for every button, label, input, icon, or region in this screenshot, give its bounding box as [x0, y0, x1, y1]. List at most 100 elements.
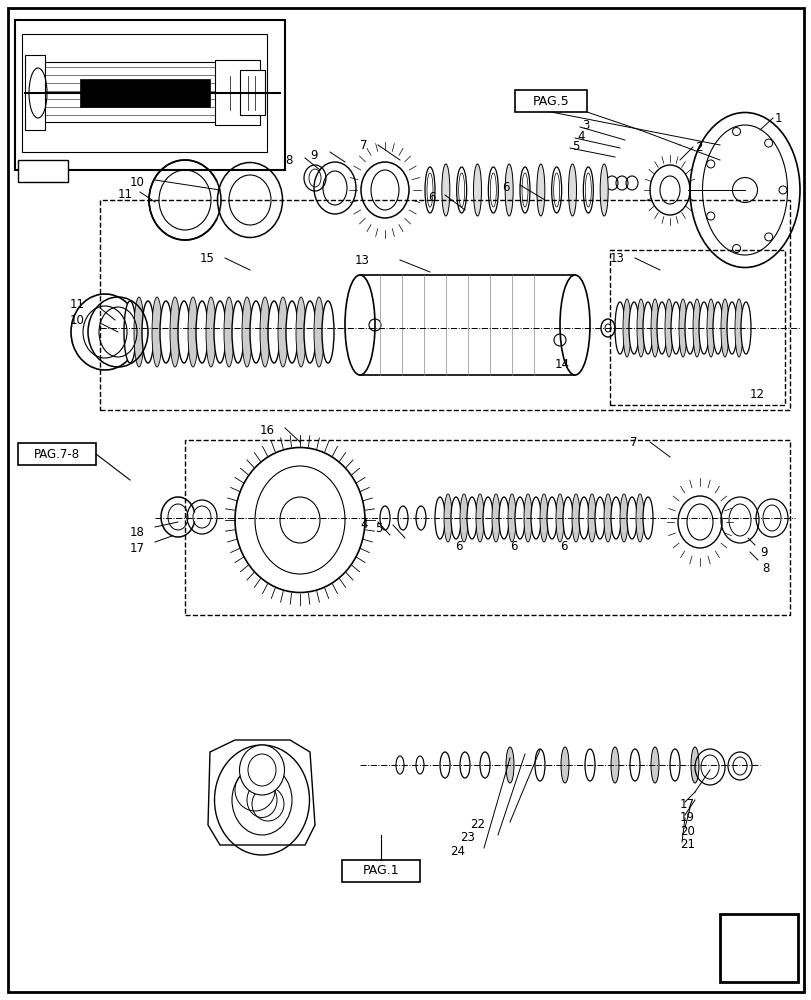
- Bar: [15, 20, 285, 170]
- Text: 7: 7: [629, 436, 637, 448]
- Ellipse shape: [603, 494, 611, 542]
- Ellipse shape: [610, 747, 618, 783]
- Ellipse shape: [397, 506, 407, 530]
- Ellipse shape: [692, 299, 700, 357]
- Text: 5: 5: [375, 522, 382, 534]
- Text: PAG.1: PAG.1: [363, 864, 399, 878]
- Ellipse shape: [303, 301, 315, 363]
- Ellipse shape: [441, 164, 449, 216]
- Text: 9: 9: [310, 149, 317, 162]
- Ellipse shape: [530, 497, 540, 539]
- Ellipse shape: [690, 747, 698, 783]
- Text: 6: 6: [454, 540, 462, 554]
- Ellipse shape: [490, 173, 496, 207]
- Bar: [185, 440, 789, 615]
- Text: 13: 13: [609, 251, 624, 264]
- Ellipse shape: [523, 494, 531, 542]
- Bar: [609, 250, 784, 405]
- Ellipse shape: [670, 302, 680, 354]
- Ellipse shape: [534, 749, 544, 781]
- Text: 9: 9: [759, 546, 766, 560]
- Ellipse shape: [684, 302, 694, 354]
- Ellipse shape: [458, 173, 464, 207]
- Polygon shape: [208, 740, 315, 845]
- Ellipse shape: [479, 752, 489, 778]
- Ellipse shape: [582, 167, 593, 213]
- Ellipse shape: [435, 497, 444, 539]
- Text: 6: 6: [509, 540, 517, 554]
- Ellipse shape: [521, 173, 527, 207]
- Ellipse shape: [585, 173, 590, 207]
- Bar: [719, 914, 797, 982]
- Ellipse shape: [568, 164, 576, 216]
- Ellipse shape: [195, 301, 208, 363]
- Ellipse shape: [415, 506, 426, 530]
- Text: 24: 24: [449, 845, 465, 858]
- Text: 8: 8: [285, 154, 292, 167]
- Ellipse shape: [629, 302, 638, 354]
- Ellipse shape: [584, 749, 594, 781]
- Ellipse shape: [578, 497, 588, 539]
- Ellipse shape: [124, 301, 135, 363]
- Ellipse shape: [214, 301, 225, 363]
- Text: 6: 6: [427, 191, 435, 204]
- Text: 6: 6: [560, 540, 567, 554]
- Ellipse shape: [466, 497, 476, 539]
- Ellipse shape: [556, 494, 564, 542]
- Ellipse shape: [642, 302, 652, 354]
- Ellipse shape: [396, 756, 404, 774]
- Ellipse shape: [499, 497, 508, 539]
- Bar: [18, 160, 68, 182]
- Ellipse shape: [614, 302, 624, 354]
- Ellipse shape: [629, 749, 639, 781]
- Ellipse shape: [587, 494, 595, 542]
- Ellipse shape: [669, 749, 679, 781]
- Ellipse shape: [553, 173, 559, 207]
- Ellipse shape: [636, 299, 644, 357]
- Ellipse shape: [664, 299, 672, 357]
- Text: 8: 8: [761, 562, 769, 574]
- Ellipse shape: [734, 299, 742, 357]
- Ellipse shape: [519, 167, 530, 213]
- Ellipse shape: [239, 745, 284, 795]
- Text: 18: 18: [130, 526, 144, 538]
- Ellipse shape: [475, 494, 483, 542]
- Text: 23: 23: [460, 831, 474, 844]
- Bar: [80, 79, 210, 107]
- Ellipse shape: [322, 301, 333, 363]
- Ellipse shape: [460, 752, 470, 778]
- Text: PAG.5: PAG.5: [532, 95, 569, 108]
- Bar: [514, 90, 586, 112]
- Text: 3: 3: [581, 119, 589, 132]
- Text: 15: 15: [200, 251, 215, 264]
- Text: 1: 1: [774, 112, 782, 125]
- Ellipse shape: [560, 747, 569, 783]
- Text: 22: 22: [470, 818, 484, 831]
- Bar: [25, 55, 45, 130]
- Ellipse shape: [440, 752, 449, 778]
- Text: 12: 12: [749, 388, 764, 401]
- Ellipse shape: [620, 494, 627, 542]
- Ellipse shape: [296, 297, 306, 367]
- Text: 11: 11: [70, 298, 85, 312]
- Ellipse shape: [380, 506, 389, 530]
- Bar: [341, 860, 419, 882]
- Ellipse shape: [268, 301, 280, 363]
- Ellipse shape: [285, 301, 298, 363]
- Ellipse shape: [712, 302, 722, 354]
- Ellipse shape: [650, 299, 659, 357]
- Ellipse shape: [206, 297, 216, 367]
- Ellipse shape: [536, 164, 544, 216]
- Text: 19: 19: [679, 811, 694, 824]
- Ellipse shape: [594, 497, 604, 539]
- Ellipse shape: [232, 301, 243, 363]
- Text: 20: 20: [679, 825, 694, 838]
- Ellipse shape: [571, 494, 579, 542]
- Ellipse shape: [415, 756, 423, 774]
- Ellipse shape: [456, 167, 466, 213]
- Text: 10: 10: [70, 314, 85, 326]
- Bar: [240, 70, 264, 115]
- Text: 17: 17: [679, 798, 694, 811]
- Ellipse shape: [460, 494, 467, 542]
- Ellipse shape: [450, 497, 461, 539]
